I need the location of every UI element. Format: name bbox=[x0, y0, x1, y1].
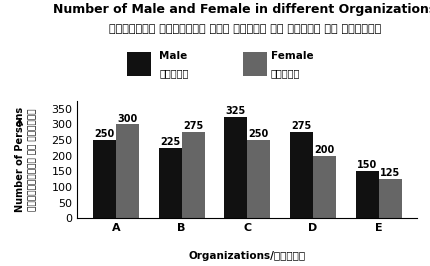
Text: व्यक्तियों की संख्या: व्यक्तियों की संख्या bbox=[29, 108, 38, 211]
Bar bbox=[313, 156, 336, 218]
Bar bbox=[356, 171, 379, 218]
Text: Female: Female bbox=[271, 51, 313, 61]
Bar bbox=[247, 140, 270, 218]
Text: 275: 275 bbox=[292, 121, 312, 131]
Text: Organizations/संगठन: Organizations/संगठन bbox=[189, 251, 306, 261]
Bar bbox=[93, 140, 116, 218]
Text: 300: 300 bbox=[117, 114, 138, 123]
Text: 275: 275 bbox=[183, 121, 203, 131]
Text: महिला: महिला bbox=[271, 68, 300, 78]
Text: Number of Male and Female in different Organizations: Number of Male and Female in different O… bbox=[53, 3, 430, 16]
Text: 250: 250 bbox=[94, 129, 114, 139]
Bar bbox=[116, 124, 139, 218]
Bar bbox=[181, 132, 205, 218]
Text: 200: 200 bbox=[314, 145, 335, 155]
Bar bbox=[379, 179, 402, 218]
Text: 325: 325 bbox=[226, 106, 246, 116]
Text: Male: Male bbox=[159, 51, 187, 61]
Bar bbox=[224, 117, 247, 218]
Text: Number of Persons: Number of Persons bbox=[15, 107, 25, 212]
Text: 250: 250 bbox=[249, 129, 269, 139]
Bar bbox=[159, 148, 181, 218]
Text: विभिन्न संगठनों में पुरुष और महिला की संख्या: विभिन्न संगठनों में पुरुष और महिला की सं… bbox=[109, 24, 381, 34]
Text: 125: 125 bbox=[380, 168, 400, 178]
Bar bbox=[290, 132, 313, 218]
Text: पुरुष: पुरुष bbox=[159, 68, 188, 78]
Text: 225: 225 bbox=[160, 137, 180, 147]
Text: 150: 150 bbox=[357, 160, 377, 170]
